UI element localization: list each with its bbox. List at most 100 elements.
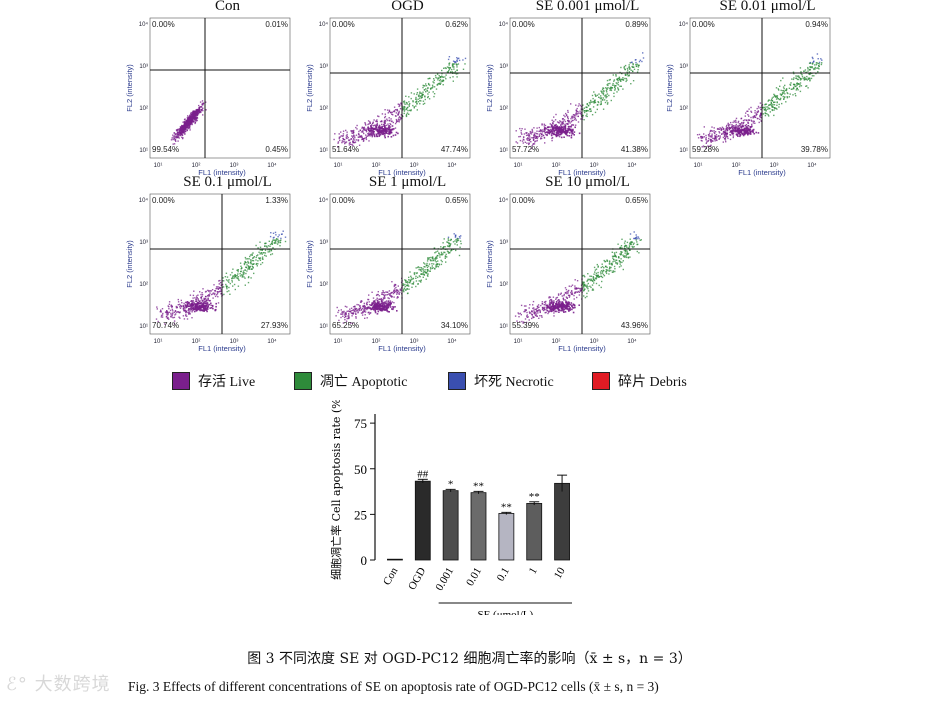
scatter-dots bbox=[335, 233, 462, 324]
quadrant-percent-ul: 0.00% bbox=[152, 20, 175, 29]
x-tick-label: 10³ bbox=[230, 339, 239, 345]
y-tick-label: 10⁴ bbox=[139, 197, 149, 204]
quadrant-percent-ur: 0.65% bbox=[445, 196, 468, 205]
flow-panel: OGD 10¹ 10¹ 10² 10² 10³ 10³ 10⁴ 10⁴ FL1 (intensit… bbox=[305, 0, 495, 177]
y-tick-label: 10³ bbox=[319, 64, 328, 70]
flow-panel: SE 0.001 μmol/L 10¹ 10¹ 10² 10² 10³ 10³ 10⁴ 10⁴ F… bbox=[485, 0, 675, 177]
x-axis-label: FL1 (intensity) bbox=[378, 168, 426, 177]
x-tick-label: 10⁴ bbox=[447, 338, 457, 345]
watermark-icon: ℰ° bbox=[6, 674, 28, 695]
category-label: Con bbox=[381, 565, 401, 587]
x-tick-label: 10⁴ bbox=[267, 162, 277, 169]
x-tick-label: 10¹ bbox=[334, 339, 343, 345]
y-tick-label: 10¹ bbox=[679, 148, 688, 154]
y-axis-label: FL2 (intensity) bbox=[485, 64, 494, 112]
x-axis-label: FL1 (intensity) bbox=[738, 168, 786, 177]
flow-panel-title: SE 0.01 μmol/L bbox=[719, 0, 816, 14]
x-tick-label: 10⁴ bbox=[447, 162, 457, 169]
quadrant-percent-ul: 0.00% bbox=[332, 196, 355, 205]
y-tick-label: 0 bbox=[361, 553, 368, 568]
x-axis-label: FL1 (intensity) bbox=[378, 344, 426, 353]
caption-chinese: 图 3 不同浓度 SE 对 OGD-PC12 细胞凋亡率的影响（x̄ ± s，n… bbox=[247, 651, 692, 667]
legend-label-necrotic: 坏死 Necrotic bbox=[474, 375, 554, 390]
y-tick-label: 10¹ bbox=[499, 324, 508, 330]
y-tick-label: 10⁴ bbox=[499, 21, 509, 28]
quadrant-percent-ul: 0.00% bbox=[152, 196, 175, 205]
x-axis-label: FL1 (intensity) bbox=[198, 168, 246, 177]
y-tick-label: 10³ bbox=[139, 64, 148, 70]
y-tick-label: 10² bbox=[319, 106, 328, 112]
legend-item-necrotic: 坏死 Necrotic bbox=[448, 371, 554, 391]
bar-0.01 bbox=[470, 492, 487, 561]
x-axis-label: FL1 (intensity) bbox=[198, 344, 246, 353]
flow-panel-title: Con bbox=[214, 0, 240, 14]
plot-frame bbox=[509, 193, 651, 335]
x-tick-label: 10² bbox=[192, 163, 201, 169]
watermark-text: 大数跨境 bbox=[34, 674, 111, 695]
y-axis-label: FL2 (intensity) bbox=[125, 64, 134, 112]
quadrant-percent-lr: 39.78% bbox=[800, 145, 828, 154]
y-tick-label: 10¹ bbox=[319, 324, 328, 330]
y-tick-label: 10⁴ bbox=[499, 197, 509, 204]
flow-plot: 10¹ 10¹ 10² 10² 10³ 10³ 10⁴ 10⁴ FL1 (intensity) F… bbox=[665, 17, 831, 177]
category-label: 0.001 bbox=[433, 566, 456, 593]
error-bar bbox=[445, 488, 456, 492]
flow-panel: Con 10¹ 10¹ 10² 10² 10³ 10³ 10⁴ 10⁴ FL1 (intensit… bbox=[125, 0, 315, 177]
y-tick-label: 10¹ bbox=[139, 324, 148, 330]
flow-panel-title: SE 10 μmol/L bbox=[545, 174, 630, 190]
x-tick-label: 10² bbox=[192, 339, 201, 345]
significance-mark: * bbox=[448, 478, 454, 490]
quadrant-percent-ur: 0.65% bbox=[625, 196, 648, 205]
x-tick-label: 10² bbox=[372, 163, 381, 169]
category-label: 10 bbox=[552, 565, 568, 581]
y-tick-label: 25 bbox=[354, 507, 367, 522]
scatter-core bbox=[366, 299, 398, 314]
y-axis-label: FL2 (intensity) bbox=[125, 240, 134, 288]
flow-panel: SE 1 μmol/L 10¹ 10¹ 10² 10² 10³ 10³ 10⁴ 10⁴ FL1 (… bbox=[305, 174, 495, 353]
significance-mark: ** bbox=[501, 501, 512, 513]
plot-frame bbox=[689, 17, 831, 159]
flow-panel: SE 0.1 μmol/L 10¹ 10¹ 10² 10² 10³ 10³ 10⁴ 10⁴ FL1… bbox=[125, 174, 315, 353]
flow-panel: SE 0.01 μmol/L 10¹ 10¹ 10² 10² 10³ 10³ 10⁴ 10⁴ FL… bbox=[665, 0, 855, 177]
y-axis-label: FL2 (intensity) bbox=[485, 240, 494, 288]
y-axis-label: FL2 (intensity) bbox=[305, 64, 314, 112]
quadrant-percent-ul: 0.00% bbox=[692, 20, 715, 29]
legend: 存活 Live 凋亡 Apoptotic 坏死 Necrotic 碎片 Debr… bbox=[172, 369, 732, 393]
quadrant-percent-ur: 0.94% bbox=[805, 20, 828, 29]
significance-mark: ** bbox=[529, 491, 540, 503]
quadrant-percent-ul: 0.00% bbox=[512, 20, 535, 29]
scatter-dots bbox=[333, 56, 467, 148]
legend-swatch-necrotic bbox=[448, 372, 466, 390]
x-tick-label: 10² bbox=[552, 163, 561, 169]
watermark-logo: ℰ° 大数跨境 bbox=[6, 670, 111, 696]
quadrant-percent-ll: 51.64% bbox=[332, 145, 360, 154]
quadrant-percent-ll: 99.54% bbox=[152, 145, 180, 154]
plot-frame bbox=[149, 17, 291, 159]
legend-item-debris: 碎片 Debris bbox=[592, 371, 687, 391]
quadrant-percent-ll: 57.72% bbox=[512, 145, 540, 154]
plot-frame bbox=[509, 17, 651, 159]
category-label: 0.01 bbox=[464, 566, 484, 589]
bar-0.001 bbox=[442, 490, 459, 561]
flow-panel-title: SE 0.001 μmol/L bbox=[535, 0, 640, 14]
error-bar bbox=[417, 478, 428, 483]
plot-frame bbox=[329, 193, 471, 335]
legend-item-apoptotic: 凋亡 Apoptotic bbox=[294, 371, 408, 391]
significance-mark: ## bbox=[417, 468, 429, 480]
bar-10 bbox=[554, 482, 570, 561]
scatter-dots bbox=[696, 53, 823, 149]
y-axis-label: FL2 (intensity) bbox=[665, 64, 674, 112]
category-label: 0.1 bbox=[495, 566, 512, 584]
error-bar bbox=[557, 474, 568, 492]
x-tick-label: 10³ bbox=[230, 163, 239, 169]
legend-label-apoptotic: 凋亡 Apoptotic bbox=[320, 375, 408, 390]
x-tick-label: 10¹ bbox=[694, 163, 703, 169]
y-tick-label: 10⁴ bbox=[319, 197, 329, 204]
y-tick-label: 10⁴ bbox=[679, 21, 689, 28]
flow-panel-title: SE 1 μmol/L bbox=[368, 174, 447, 190]
scatter-dots bbox=[514, 231, 642, 324]
x-tick-label: 10⁴ bbox=[627, 162, 637, 169]
quadrant-percent-ll: 70.74% bbox=[152, 321, 180, 330]
x-tick-label: 10³ bbox=[410, 163, 419, 169]
quadrant-percent-ll: 65.25% bbox=[332, 321, 360, 330]
